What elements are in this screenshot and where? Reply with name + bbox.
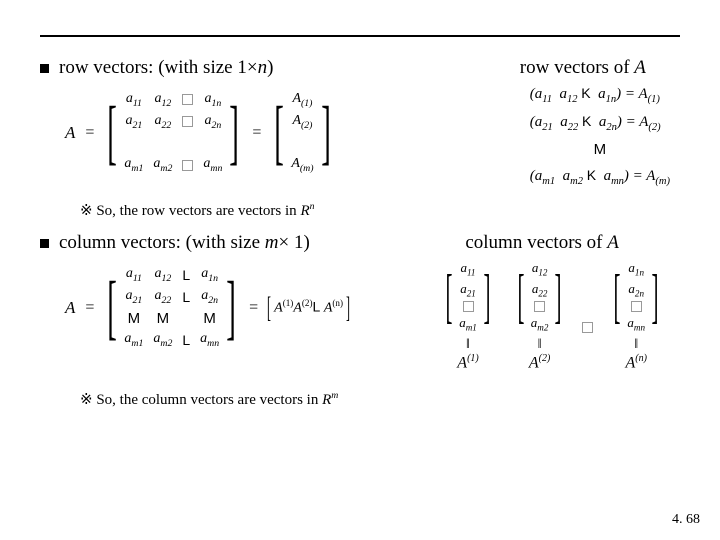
bracket-r-icon: ] [652, 271, 659, 322]
bracket-l-icon: [ [446, 271, 453, 322]
col-bullet-text: column vectors: (with size m× 1) [59, 232, 310, 254]
bracket-l-icon: [ [108, 100, 118, 165]
col-matrix-rhs: [ A(1)A(2)L A(n) ] [264, 294, 353, 321]
row-vec-m: (am1 am2 K amn) = A(m) [530, 167, 670, 187]
row-right-prefix: row vectors of [520, 57, 635, 78]
bracket-l-icon: [ [108, 275, 118, 340]
col-matrix-eq: A = [ a11a12La1n a21a22La2n MMM am1am2La… [65, 266, 353, 349]
eq-sign-2: = [249, 299, 258, 317]
row-bullet-suffix: ) [267, 57, 273, 78]
row-matrix-eq: A = [ a11a12a1n a21a22a2n am1am2amn ] = … [65, 91, 338, 174]
col-right-var: A [607, 232, 619, 253]
bracket-r-icon: ] [321, 100, 331, 165]
bracket-l-icon: [ [517, 271, 524, 322]
dbl-bar-icon: ‖ [634, 337, 638, 353]
bullet-icon [40, 239, 49, 248]
eq-sign-2: = [252, 124, 261, 142]
top-divider [40, 35, 680, 37]
bracket-l-icon: [ [614, 271, 621, 322]
col-right-prefix: column vectors of [465, 232, 607, 253]
row-right-rows: (a11 a12 K a1n) = A(1) (a21 a22 K a2n) =… [520, 85, 670, 187]
bracket-l-icon: [ [267, 294, 271, 321]
col-rhs-body: A(1)A(2)L A(n) [274, 298, 343, 317]
col-right: column vectors of A [ a11a21am1 ] ‖ A(1)… [439, 232, 680, 372]
col-bullet-mid: × 1) [279, 232, 310, 253]
row-right-var: A [634, 57, 646, 78]
page-number: 4. 68 [672, 512, 700, 528]
bracket-r-icon: ] [483, 271, 490, 322]
row-matrix-rhs: [ A(1) A(2) A(m) ] [267, 91, 337, 174]
col-label-n: A(n) [625, 353, 646, 372]
bracket-r-icon: ] [226, 275, 236, 340]
col-note-sup: m [331, 390, 338, 401]
row-note-sup: n [310, 201, 315, 212]
row-matrix-body: a11a12a1n a21a22a2n am1am2amn [124, 91, 222, 174]
col-vec-2: [ a12a22am2 ] ‖ A(2) [511, 260, 569, 372]
col-vec-1: [ a11a21am1 ] ‖ A(1) [439, 260, 497, 372]
col-label-2: A(2) [529, 353, 550, 372]
col-matrix-main: [ a11a12La1n a21a22La2n MMM am1am2Lamn ] [100, 266, 243, 349]
row-left: row vectors: (with size 1×n) A = [ a11a1… [40, 57, 338, 174]
col-note: ※ So, the column vectors are vectors in … [80, 390, 680, 409]
row-right: row vectors of A (a11 a12 K a1n) = A(1) … [520, 57, 680, 195]
col-note-space: R [322, 392, 331, 408]
bracket-r-icon: ] [346, 294, 350, 321]
col-right-title: column vectors of A [439, 232, 645, 254]
row-matrix-rhs-body: A(1) A(2) A(m) [291, 91, 313, 174]
row-lhs: A [65, 123, 75, 143]
row-right-title: row vectors of A [520, 57, 650, 79]
col-vector-section: column vectors: (with size m× 1) A = [ a… [40, 232, 680, 372]
col-lhs: A [65, 298, 75, 318]
bullet-icon [40, 64, 49, 73]
dbl-bar-icon: ‖ [466, 337, 470, 353]
col-vectors-display: [ a11a21am1 ] ‖ A(1) [ a12a22am2 ] ‖ A(2… [439, 260, 665, 372]
eq-sign: = [85, 124, 94, 142]
col-note-prefix: ※ So, the column vectors are vectors in [80, 392, 322, 408]
bracket-r-icon: ] [555, 271, 562, 322]
row-note: ※ So, the row vectors are vectors in Rn [80, 201, 680, 220]
dbl-bar-icon: ‖ [538, 337, 542, 353]
row-vec-1: (a11 a12 K a1n) = A(1) [530, 85, 670, 105]
col-label-1: A(1) [457, 353, 478, 372]
col-bullet-var: m [265, 232, 279, 253]
row-note-space: R [300, 203, 309, 219]
row-bullet-text: row vectors: (with size 1×n) [59, 57, 273, 79]
col-vec-n: [ a1na2namn ] ‖ A(n) [607, 260, 665, 372]
bracket-r-icon: ] [230, 100, 240, 165]
row-vector-section: row vectors: (with size 1×n) A = [ a11a1… [40, 57, 680, 195]
eq-sign: = [85, 299, 94, 317]
row-vec-dots: M [530, 141, 670, 159]
bracket-l-icon: [ [275, 100, 285, 165]
row-vec-2: (a21 a22 K a2n) = A(2) [530, 113, 670, 133]
row-bullet-prefix: row vectors: (with size 1× [59, 57, 258, 78]
row-note-prefix: ※ So, the row vectors are vectors in [80, 203, 300, 219]
col-ellipsis [582, 299, 593, 334]
col-bullet-prefix: column vectors: (with size [59, 232, 265, 253]
row-bullet-var: n [258, 57, 268, 78]
col-left: column vectors: (with size m× 1) A = [ a… [40, 232, 353, 349]
row-matrix-main: [ a11a12a1n a21a22a2n am1am2amn ] [100, 91, 246, 174]
col-bullet-line: column vectors: (with size m× 1) [40, 232, 353, 254]
row-bullet-line: row vectors: (with size 1×n) [40, 57, 338, 79]
col-matrix-body: a11a12La1n a21a22La2n MMM am1am2Lamn [124, 266, 219, 349]
